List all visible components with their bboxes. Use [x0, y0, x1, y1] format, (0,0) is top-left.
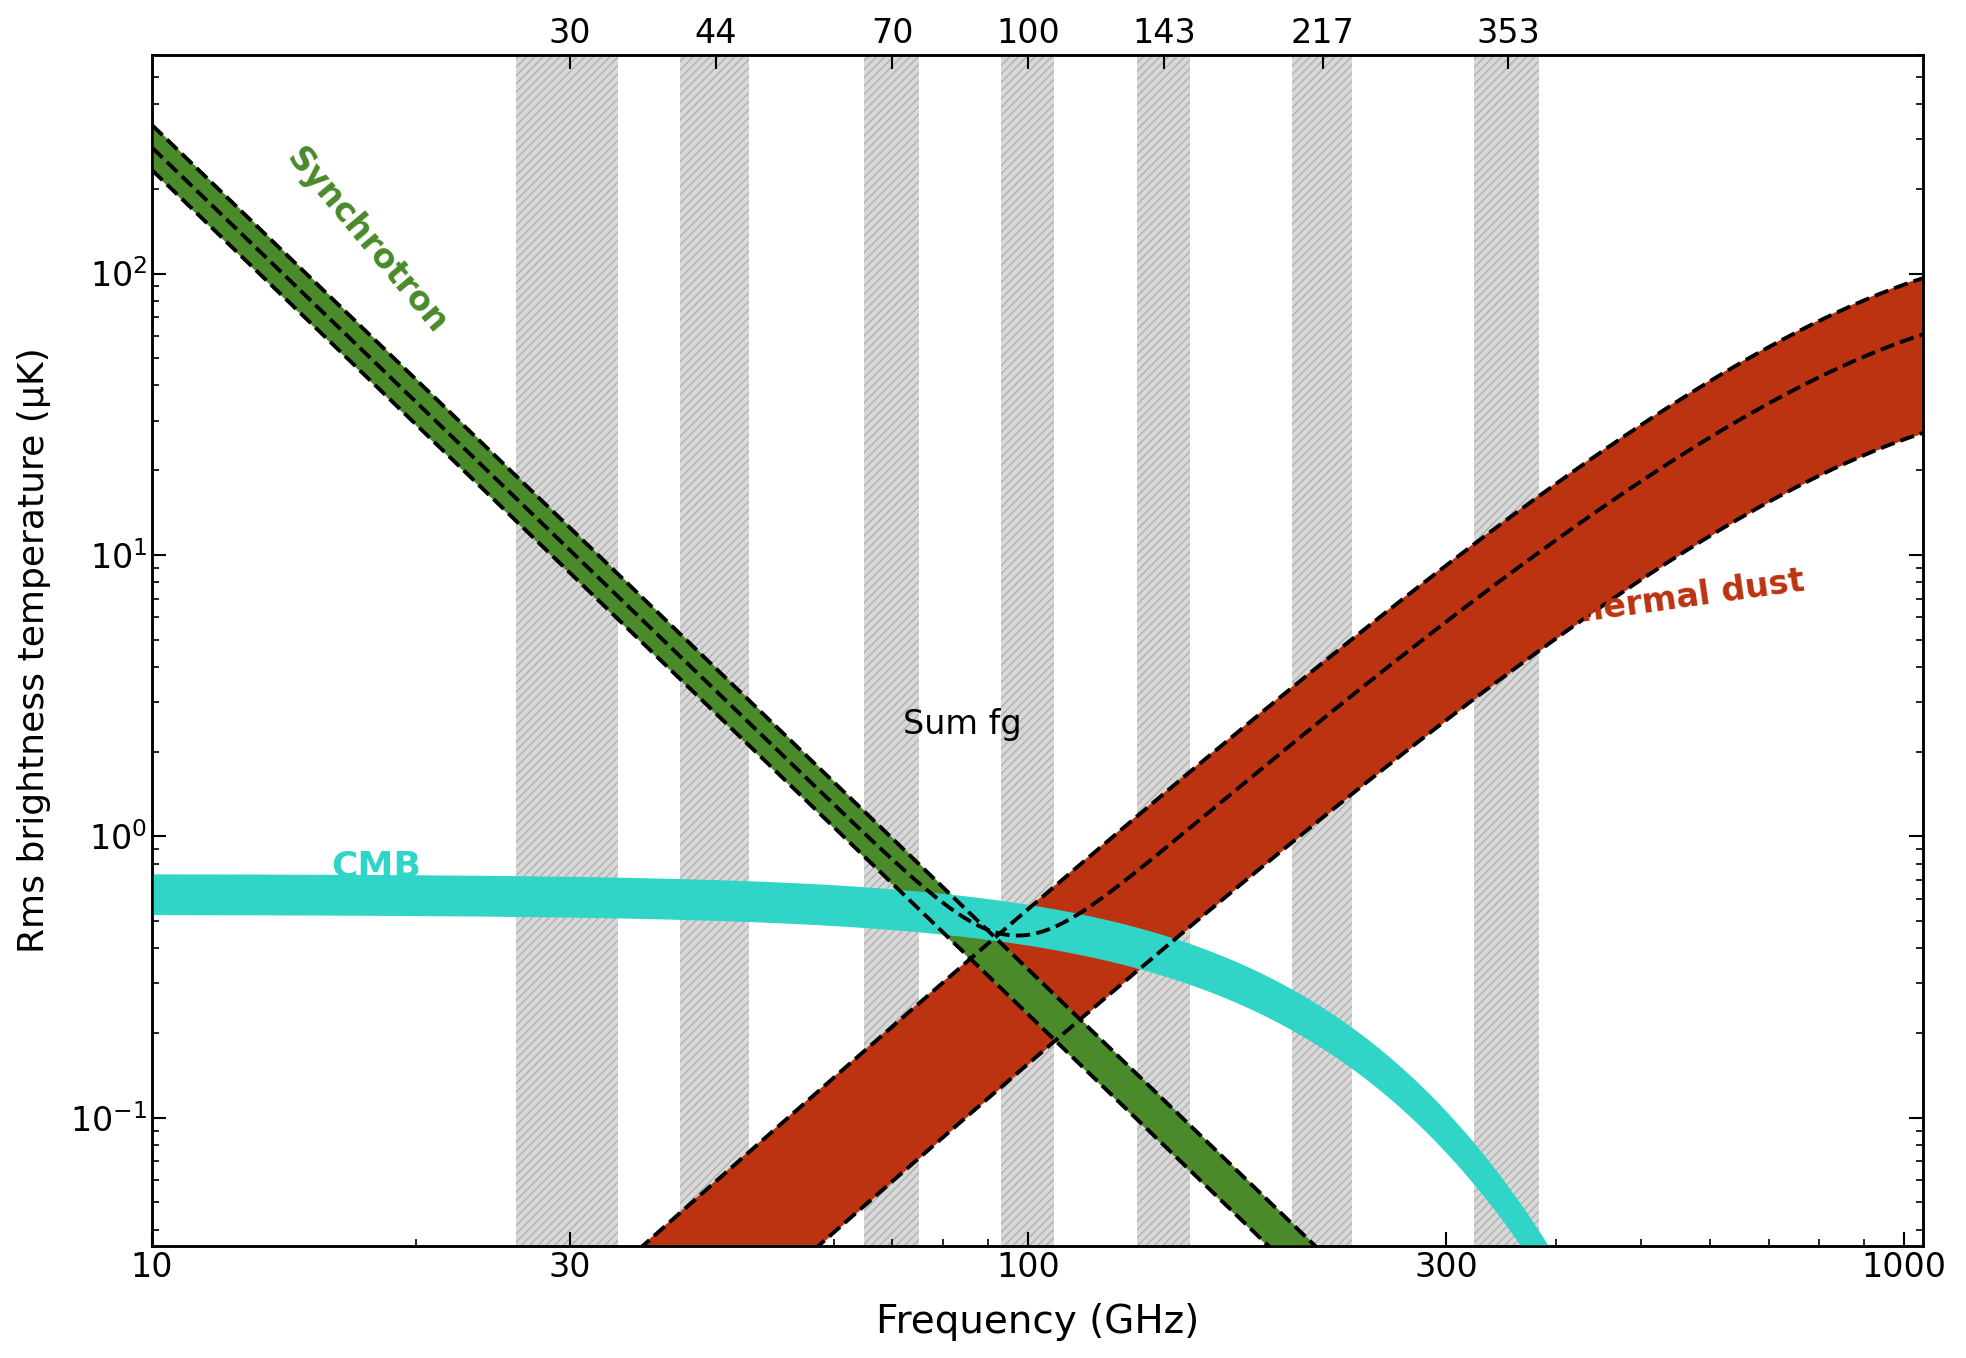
X-axis label: Frequency (GHz): Frequency (GHz) [875, 1304, 1199, 1342]
Bar [1001, 54, 1054, 1247]
Text: Thermal dust: Thermal dust [1555, 565, 1807, 633]
Bar [515, 54, 617, 1247]
Bar [1136, 54, 1189, 1247]
Bar [865, 54, 918, 1247]
Bar [1474, 54, 1539, 1247]
Y-axis label: Rms brightness temperature (μK): Rms brightness temperature (μK) [16, 348, 51, 953]
Text: Synchrotron: Synchrotron [279, 143, 454, 341]
Text: CMB: CMB [330, 850, 421, 884]
Text: Sum fg: Sum fg [902, 708, 1022, 741]
Bar [680, 54, 749, 1247]
Bar [1292, 54, 1353, 1247]
